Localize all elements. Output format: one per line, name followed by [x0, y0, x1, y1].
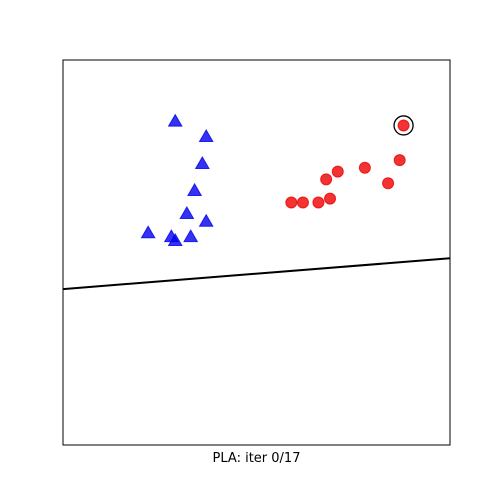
x-axis-label: PLA: iter 0/17: [213, 451, 301, 466]
triangle-point: [167, 113, 183, 127]
decision-boundary-line: [63, 257, 450, 291]
circle-point: [285, 196, 298, 209]
circle-point: [324, 192, 337, 205]
triangle-point: [198, 213, 214, 227]
triangle-point: [194, 155, 210, 169]
plot-area: [62, 59, 451, 446]
triangle-point: [198, 128, 214, 143]
triangle-point: [140, 225, 156, 239]
triangle-point: [183, 229, 199, 243]
circle-point: [296, 196, 309, 209]
circle-point: [320, 173, 333, 186]
circle-point: [358, 161, 371, 174]
triangle-point: [187, 182, 203, 196]
circle-point: [382, 177, 395, 190]
circle-point: [312, 196, 325, 209]
circle-point: [397, 119, 410, 132]
triangle-point: [179, 205, 195, 220]
highlight-ring: [393, 115, 414, 136]
plot-frame: [62, 59, 451, 446]
circle-point: [393, 154, 406, 167]
triangle-point: [167, 232, 183, 246]
circle-point: [331, 165, 344, 178]
